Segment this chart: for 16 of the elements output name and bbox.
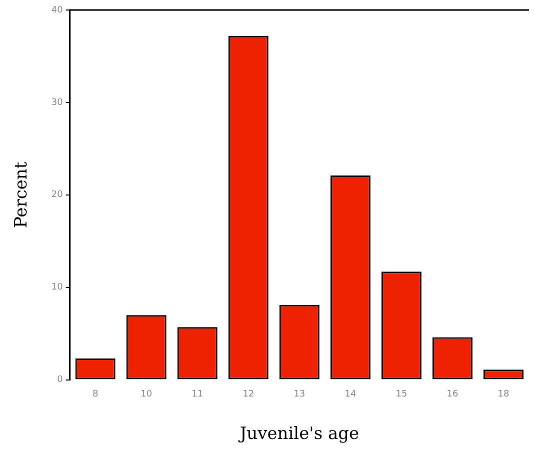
y-tick-label: 40 xyxy=(51,5,64,16)
y-tick-label: 20 xyxy=(51,190,64,200)
x-axis-title: Juvenile's age xyxy=(238,424,360,444)
x-tick-label: 14 xyxy=(344,390,356,400)
y-tick-label: 30 xyxy=(51,98,64,108)
y-axis-title: Percent xyxy=(12,162,32,228)
x-tick-label: 8 xyxy=(92,390,98,400)
x-tick-label: 10 xyxy=(140,390,152,400)
y-tick-label: 0 xyxy=(57,375,64,386)
x-tick-label: 18 xyxy=(498,390,510,400)
x-tick-label: 12 xyxy=(242,390,254,400)
x-tick-label: 15 xyxy=(396,390,408,400)
x-tick-label: 16 xyxy=(446,390,458,400)
x-tick-label: 11 xyxy=(192,390,204,400)
x-tick-label: 13 xyxy=(294,390,306,400)
y-tick-label: 10 xyxy=(51,282,64,293)
